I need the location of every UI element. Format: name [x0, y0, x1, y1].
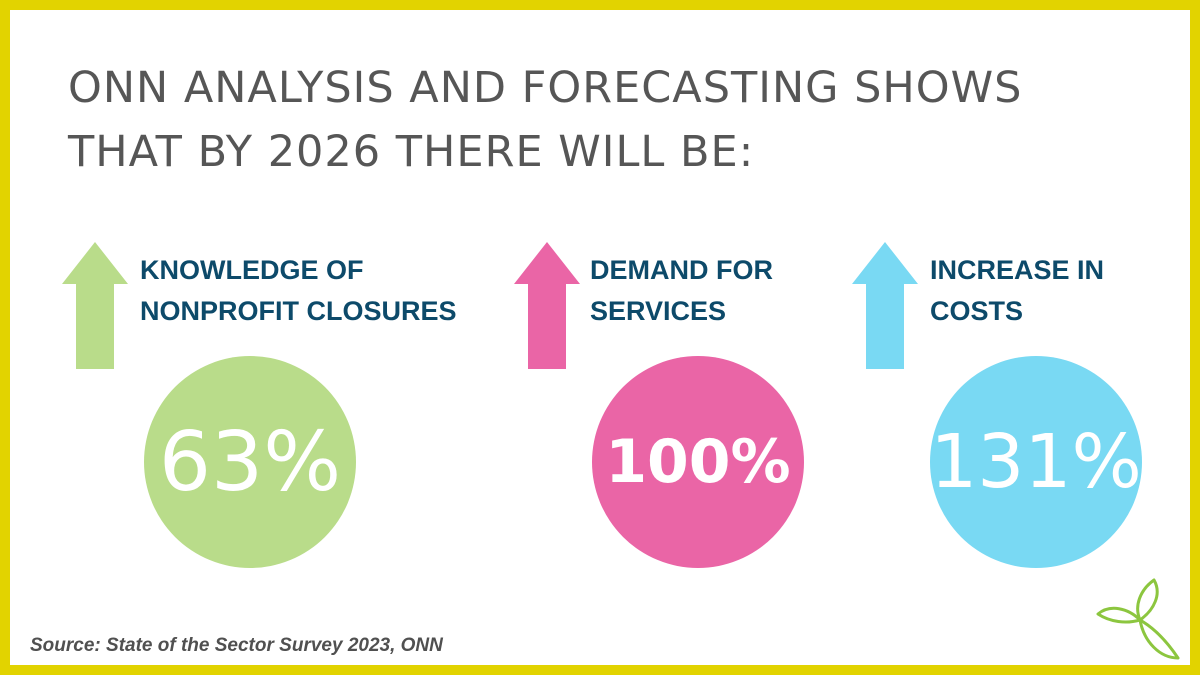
headline-line-2: THAT BY 2026 THERE WILL BE:	[68, 127, 755, 177]
stat-circle-knowledge: 63%	[144, 356, 356, 568]
headline: ONN ANALYSIS AND FORECASTING SHOWS THAT …	[68, 56, 1168, 184]
stat-label-costs: INCREASE IN COSTS	[930, 250, 1104, 332]
stat-value-costs: 131%	[930, 419, 1142, 505]
stat-circle-demand: 100%	[592, 356, 804, 568]
up-arrow-icon	[514, 242, 580, 369]
source-citation: Source: State of the Sector Survey 2023,…	[30, 635, 443, 656]
stat-label-line-2: SERVICES	[590, 296, 727, 326]
stat-label-knowledge: KNOWLEDGE OF NONPROFIT CLOSURES	[140, 250, 457, 332]
stat-label-line-2: COSTS	[930, 296, 1024, 326]
stat-label-line-1: KNOWLEDGE OF	[140, 255, 364, 285]
up-arrow-icon	[852, 242, 918, 369]
stat-circle-costs: 131%	[930, 356, 1142, 568]
stat-label-demand: DEMAND FOR SERVICES	[590, 250, 773, 332]
stat-value-demand: 100%	[605, 427, 791, 497]
headline-line-1: ONN ANALYSIS AND FORECASTING SHOWS	[68, 63, 1023, 113]
stat-value-knowledge: 63%	[158, 414, 342, 510]
stat-label-line-1: DEMAND FOR	[590, 255, 773, 285]
stat-label-line-1: INCREASE IN	[930, 255, 1105, 285]
onn-leaf-logo-icon	[1096, 578, 1180, 660]
up-arrow-icon	[62, 242, 128, 369]
stat-label-line-2: NONPROFIT CLOSURES	[140, 296, 457, 326]
